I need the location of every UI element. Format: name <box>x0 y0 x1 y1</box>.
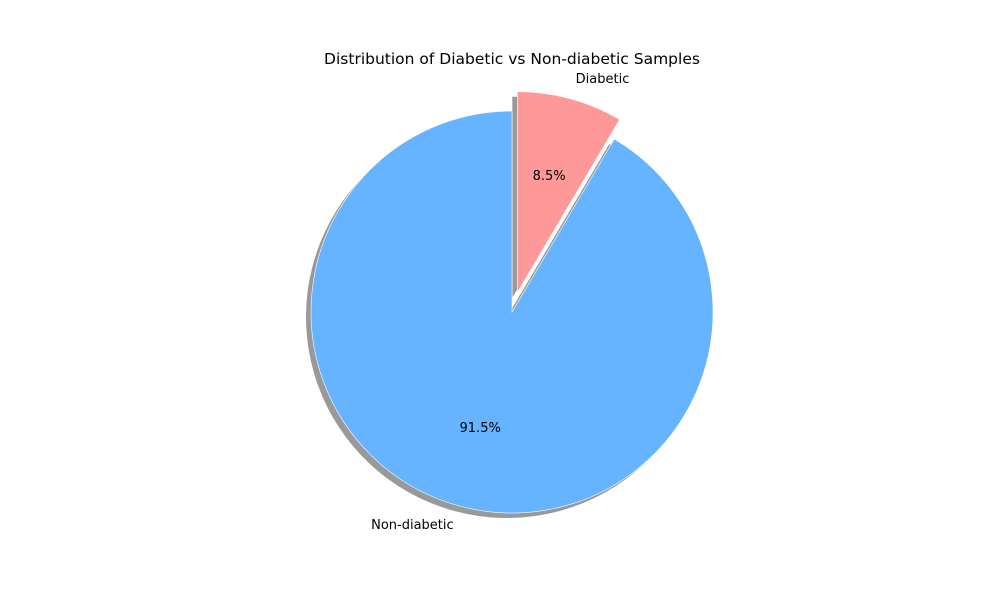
chart-title: Distribution of Diabetic vs Non-diabetic… <box>324 50 700 68</box>
pie-labels: 91.5% Non-diabetic 8.5% Diabetic <box>371 72 629 533</box>
slice-non-diabetic <box>310 110 714 514</box>
pct-label-non-diabetic: 91.5% <box>460 421 501 436</box>
slice-diabetic <box>517 91 621 294</box>
category-label-diabetic: Diabetic <box>576 72 630 87</box>
category-label-non-diabetic: Non-diabetic <box>371 518 454 533</box>
pie-slices <box>310 91 714 514</box>
pct-label-diabetic: 8.5% <box>533 169 566 184</box>
